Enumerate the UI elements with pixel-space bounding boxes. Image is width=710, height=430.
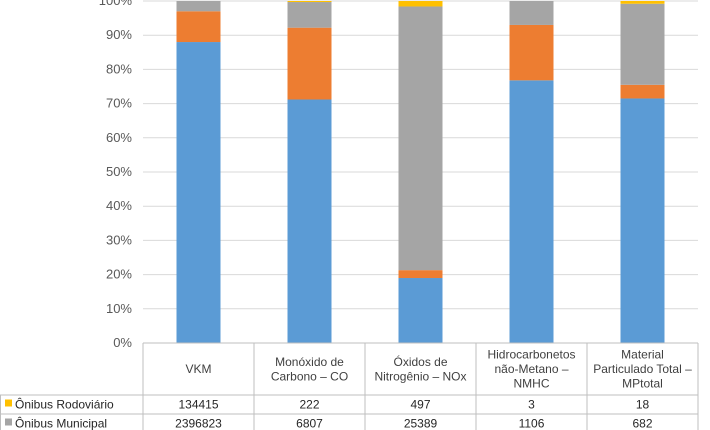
legend-swatch bbox=[5, 418, 12, 426]
table-cell: 1106 bbox=[519, 417, 545, 430]
category-label-line: VKM bbox=[185, 362, 211, 376]
y-tick-label: 50% bbox=[106, 164, 132, 179]
y-tick-label: 100% bbox=[99, 0, 133, 8]
category-label-line: Material bbox=[621, 348, 664, 362]
bar-segment bbox=[509, 1, 554, 25]
category-label: Hidrocarbonetos não-Metano – NMHC bbox=[487, 348, 575, 391]
bar-segment bbox=[620, 3, 665, 85]
category-label: Óxidos de Nitrogênio – NOx bbox=[374, 354, 466, 384]
category-label-line: Monóxido de bbox=[275, 355, 344, 369]
bar-segment bbox=[287, 27, 332, 100]
bar-segment bbox=[620, 84, 665, 99]
table-cell: 18 bbox=[636, 398, 650, 412]
bar-segment bbox=[398, 278, 443, 343]
legend-swatch bbox=[5, 399, 12, 407]
bar-segment bbox=[398, 1, 443, 7]
data-table: VKM Monóxido de Carbono – CO Óxidos de Nitro… bbox=[0, 342, 699, 430]
table-cell: 2396823 bbox=[175, 417, 222, 430]
category-label: Material Particulado Total – MPtotal bbox=[593, 348, 692, 391]
bar-segment bbox=[620, 98, 665, 343]
y-axis-ticks: 0% 10% 20% 30% 40% 50% 60% 70% 80% 90% 100% bbox=[99, 0, 133, 350]
y-tick-label: 40% bbox=[106, 198, 132, 213]
bar-segment bbox=[287, 99, 332, 343]
bar-segment bbox=[398, 270, 443, 279]
category-label-line: NMHC bbox=[514, 377, 550, 391]
bars bbox=[176, 1, 665, 344]
bar-segment bbox=[509, 80, 554, 344]
table-cell: 3 bbox=[528, 398, 535, 412]
y-tick-label: 0% bbox=[113, 335, 132, 350]
bar-segment bbox=[176, 42, 221, 343]
bar-segment bbox=[398, 6, 443, 271]
y-tick-label: 60% bbox=[106, 130, 132, 145]
category-label: VKM bbox=[185, 362, 211, 376]
y-tick-label: 20% bbox=[106, 267, 132, 282]
table-cell: 134415 bbox=[178, 398, 218, 412]
category-label: Monóxido de Carbono – CO bbox=[271, 355, 348, 384]
table-cell: 25389 bbox=[404, 417, 438, 430]
category-label-line: Óxidos de bbox=[393, 354, 447, 369]
bar-segment bbox=[176, 11, 221, 43]
series-label: Ônibus Rodoviário bbox=[15, 397, 114, 412]
category-label-line: Nitrogênio – NOx bbox=[374, 369, 466, 383]
category-label-line: não-Metano – bbox=[494, 362, 568, 376]
y-tick-label: 30% bbox=[106, 232, 132, 247]
series-label: Ônibus Municipal bbox=[15, 416, 107, 430]
y-tick-label: 70% bbox=[106, 96, 132, 111]
bar-segment bbox=[287, 2, 332, 28]
y-tick-label: 10% bbox=[106, 301, 132, 316]
table-cell: 497 bbox=[410, 398, 430, 412]
category-label-line: Hidrocarbonetos bbox=[487, 348, 575, 362]
category-label-line: Carbono – CO bbox=[271, 369, 348, 383]
table-cell: 222 bbox=[299, 398, 319, 412]
table-cell: 6807 bbox=[296, 417, 323, 430]
y-tick-label: 90% bbox=[106, 27, 132, 42]
bar-segment bbox=[620, 1, 665, 4]
category-label-line: MPtotal bbox=[622, 377, 663, 391]
y-tick-label: 80% bbox=[106, 61, 132, 76]
bar-segment bbox=[287, 1, 332, 3]
bar-segment bbox=[509, 24, 554, 81]
bar-segment bbox=[176, 1, 221, 12]
table-cell: 682 bbox=[632, 417, 652, 430]
category-label-line: Particulado Total – bbox=[593, 362, 692, 376]
